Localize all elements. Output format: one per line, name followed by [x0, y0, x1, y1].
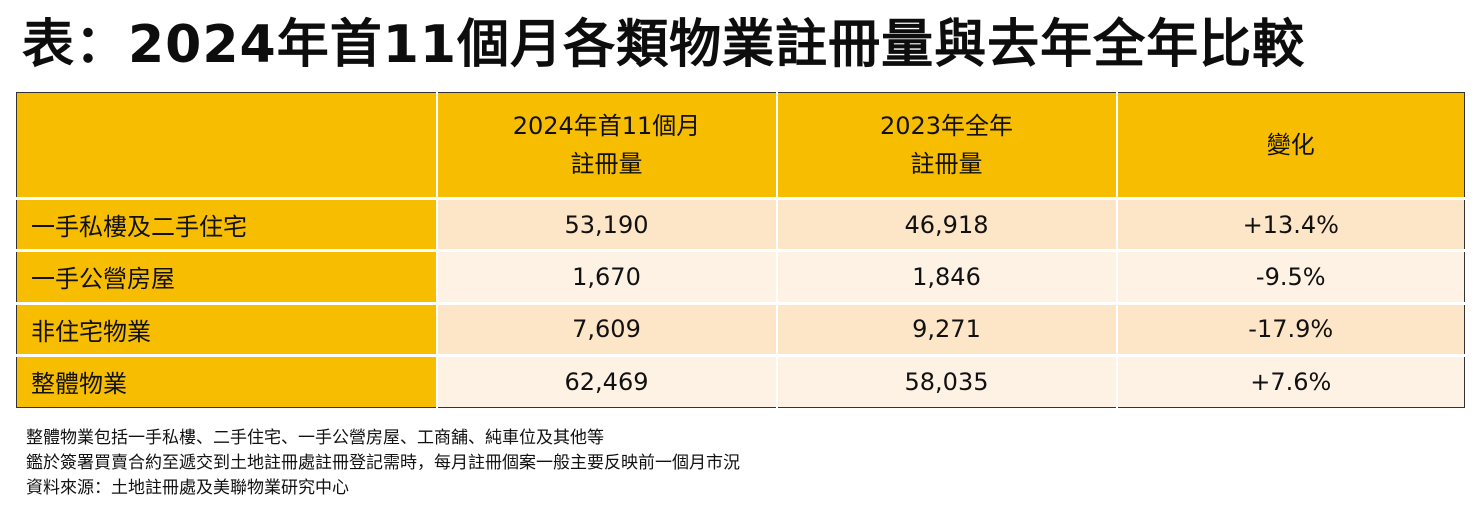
footnote-scope: 整體物業包括一手私樓、二手住宅、一手公營房屋、工商舖、純車位及其他等	[26, 428, 604, 448]
cell-2024-value: 7,609	[435, 301, 777, 356]
cell-2024-value: 1,670	[435, 249, 777, 303]
table-header-row: 2024年首11個月 註冊量 2023年全年 註冊量 變化	[16, 92, 1465, 199]
header-2023-registrations: 2023年全年 註冊量	[775, 92, 1117, 199]
page-title: 表：2024年首11個月各類物業註冊量與去年全年比較	[22, 15, 1306, 75]
header-2024-registrations: 2024年首11個月 註冊量	[435, 92, 777, 199]
registration-table: 2024年首11個月 註冊量 2023年全年 註冊量 變化 一手私樓及二手住宅 …	[16, 92, 1465, 408]
table-row: 整體物業 62,469 58,035 +7.6%	[16, 353, 1465, 408]
cell-2023-value: 9,271	[775, 301, 1117, 356]
header-change: 變化	[1115, 92, 1465, 199]
cell-2024-value: 53,190	[435, 196, 777, 251]
footnotes: 整體物業包括一手私樓、二手住宅、一手公營房屋、工商舖、純車位及其他等 鑑於簽署買…	[26, 426, 1446, 501]
header-change-label: 變化	[1266, 131, 1315, 159]
cell-change-value: +7.6%	[1115, 353, 1465, 408]
table-row: 一手私樓及二手住宅 53,190 46,918 +13.4%	[16, 196, 1465, 251]
cell-change-value: -9.5%	[1115, 249, 1465, 303]
table-row: 非住宅物業 7,609 9,271 -17.9%	[16, 301, 1465, 356]
row-label: 整體物業	[16, 353, 437, 408]
header-empty-cell	[16, 92, 437, 199]
header-2023-line1: 2023年全年	[879, 112, 1014, 140]
cell-change-value: -17.9%	[1115, 301, 1465, 356]
cell-2023-value: 46,918	[775, 196, 1117, 251]
cell-change-value: +13.4%	[1115, 196, 1465, 251]
row-label: 非住宅物業	[16, 301, 437, 356]
row-label: 一手私樓及二手住宅	[16, 196, 437, 251]
cell-2023-value: 58,035	[775, 353, 1117, 408]
table-row: 一手公營房屋 1,670 1,846 -9.5%	[16, 249, 1465, 303]
header-2023-line2: 註冊量	[910, 150, 983, 178]
cell-2023-value: 1,846	[775, 249, 1117, 303]
footnote-timing: 鑑於簽署買賣合約至遞交到土地註冊處註冊登記需時，每月註冊個案一般主要反映前一個月…	[26, 453, 740, 473]
header-2024-line2: 註冊量	[570, 150, 643, 178]
header-2024-line1: 2024年首11個月	[512, 112, 701, 140]
row-label: 一手公營房屋	[16, 249, 437, 303]
cell-2024-value: 62,469	[435, 353, 777, 408]
footnote-source: 資料來源：土地註冊處及美聯物業研究中心	[26, 478, 349, 498]
